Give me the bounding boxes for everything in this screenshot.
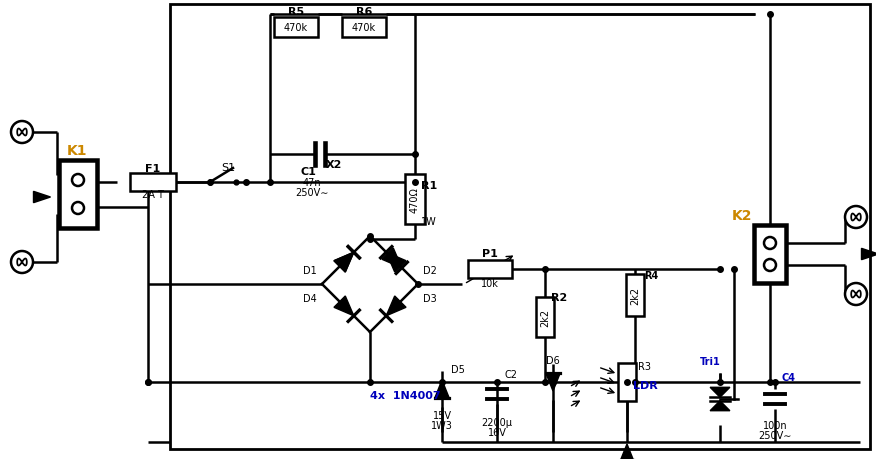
Bar <box>59 161 97 229</box>
Bar <box>626 274 644 316</box>
Text: R6: R6 <box>356 7 372 17</box>
Bar <box>618 363 636 401</box>
Bar <box>130 174 176 191</box>
Text: 470k: 470k <box>352 23 376 33</box>
Text: F1: F1 <box>145 164 160 174</box>
Text: 470Ω: 470Ω <box>410 187 420 213</box>
Polygon shape <box>546 373 560 391</box>
Text: D5: D5 <box>451 364 465 374</box>
Polygon shape <box>434 380 449 398</box>
Text: D3: D3 <box>423 294 437 304</box>
Bar <box>405 174 425 224</box>
Text: C2: C2 <box>505 369 518 379</box>
Bar <box>274 18 318 38</box>
Text: K1: K1 <box>67 144 88 157</box>
Text: 16V: 16V <box>488 427 506 437</box>
Polygon shape <box>382 248 402 268</box>
Text: P1: P1 <box>482 248 498 258</box>
Text: 470k: 470k <box>284 23 308 33</box>
Text: K2: K2 <box>731 208 752 223</box>
Text: 4x  1N4007: 4x 1N4007 <box>370 390 441 400</box>
Text: LDR: LDR <box>632 380 657 390</box>
Text: 10k: 10k <box>481 279 499 288</box>
Circle shape <box>11 122 33 144</box>
Text: 1W: 1W <box>421 217 437 226</box>
Circle shape <box>764 259 776 271</box>
Text: 2A T: 2A T <box>142 190 164 200</box>
Text: 2200μ: 2200μ <box>482 417 512 427</box>
Text: Tri1: Tri1 <box>700 356 720 366</box>
Polygon shape <box>334 252 354 273</box>
Polygon shape <box>386 252 406 273</box>
Polygon shape <box>861 249 876 260</box>
Circle shape <box>72 174 84 187</box>
Polygon shape <box>386 297 406 316</box>
Polygon shape <box>33 192 51 203</box>
Circle shape <box>845 207 867 229</box>
Text: 250V∼: 250V∼ <box>759 430 792 440</box>
Text: 100n: 100n <box>763 420 788 430</box>
Text: 2k2: 2k2 <box>540 308 550 326</box>
Polygon shape <box>620 444 633 459</box>
Polygon shape <box>710 387 730 397</box>
Text: 1W3: 1W3 <box>431 420 453 430</box>
Circle shape <box>11 252 33 274</box>
Text: C4: C4 <box>782 372 796 382</box>
Text: R2: R2 <box>551 292 567 302</box>
Text: 47n: 47n <box>303 178 321 188</box>
Text: D1: D1 <box>303 265 317 275</box>
Text: D6: D6 <box>546 355 560 365</box>
Circle shape <box>845 283 867 305</box>
Circle shape <box>764 237 776 249</box>
Text: R5: R5 <box>288 7 304 17</box>
Bar <box>170 5 870 449</box>
Text: X2: X2 <box>326 160 343 170</box>
Text: 15V: 15V <box>433 410 451 420</box>
Circle shape <box>72 202 84 214</box>
Text: R3: R3 <box>639 361 652 371</box>
Polygon shape <box>710 401 730 411</box>
Text: D4: D4 <box>303 294 317 304</box>
Text: D2: D2 <box>423 265 437 275</box>
Text: C1: C1 <box>300 167 316 177</box>
Polygon shape <box>334 297 354 316</box>
Bar <box>754 225 786 283</box>
Bar <box>342 18 386 38</box>
Bar <box>536 297 554 337</box>
Text: S1: S1 <box>221 162 235 173</box>
Text: R4: R4 <box>644 270 658 280</box>
Polygon shape <box>334 252 354 273</box>
Text: 2k2: 2k2 <box>630 286 640 304</box>
Text: R1: R1 <box>420 180 437 190</box>
Text: 250V∼: 250V∼ <box>295 188 328 197</box>
Bar <box>468 260 512 279</box>
